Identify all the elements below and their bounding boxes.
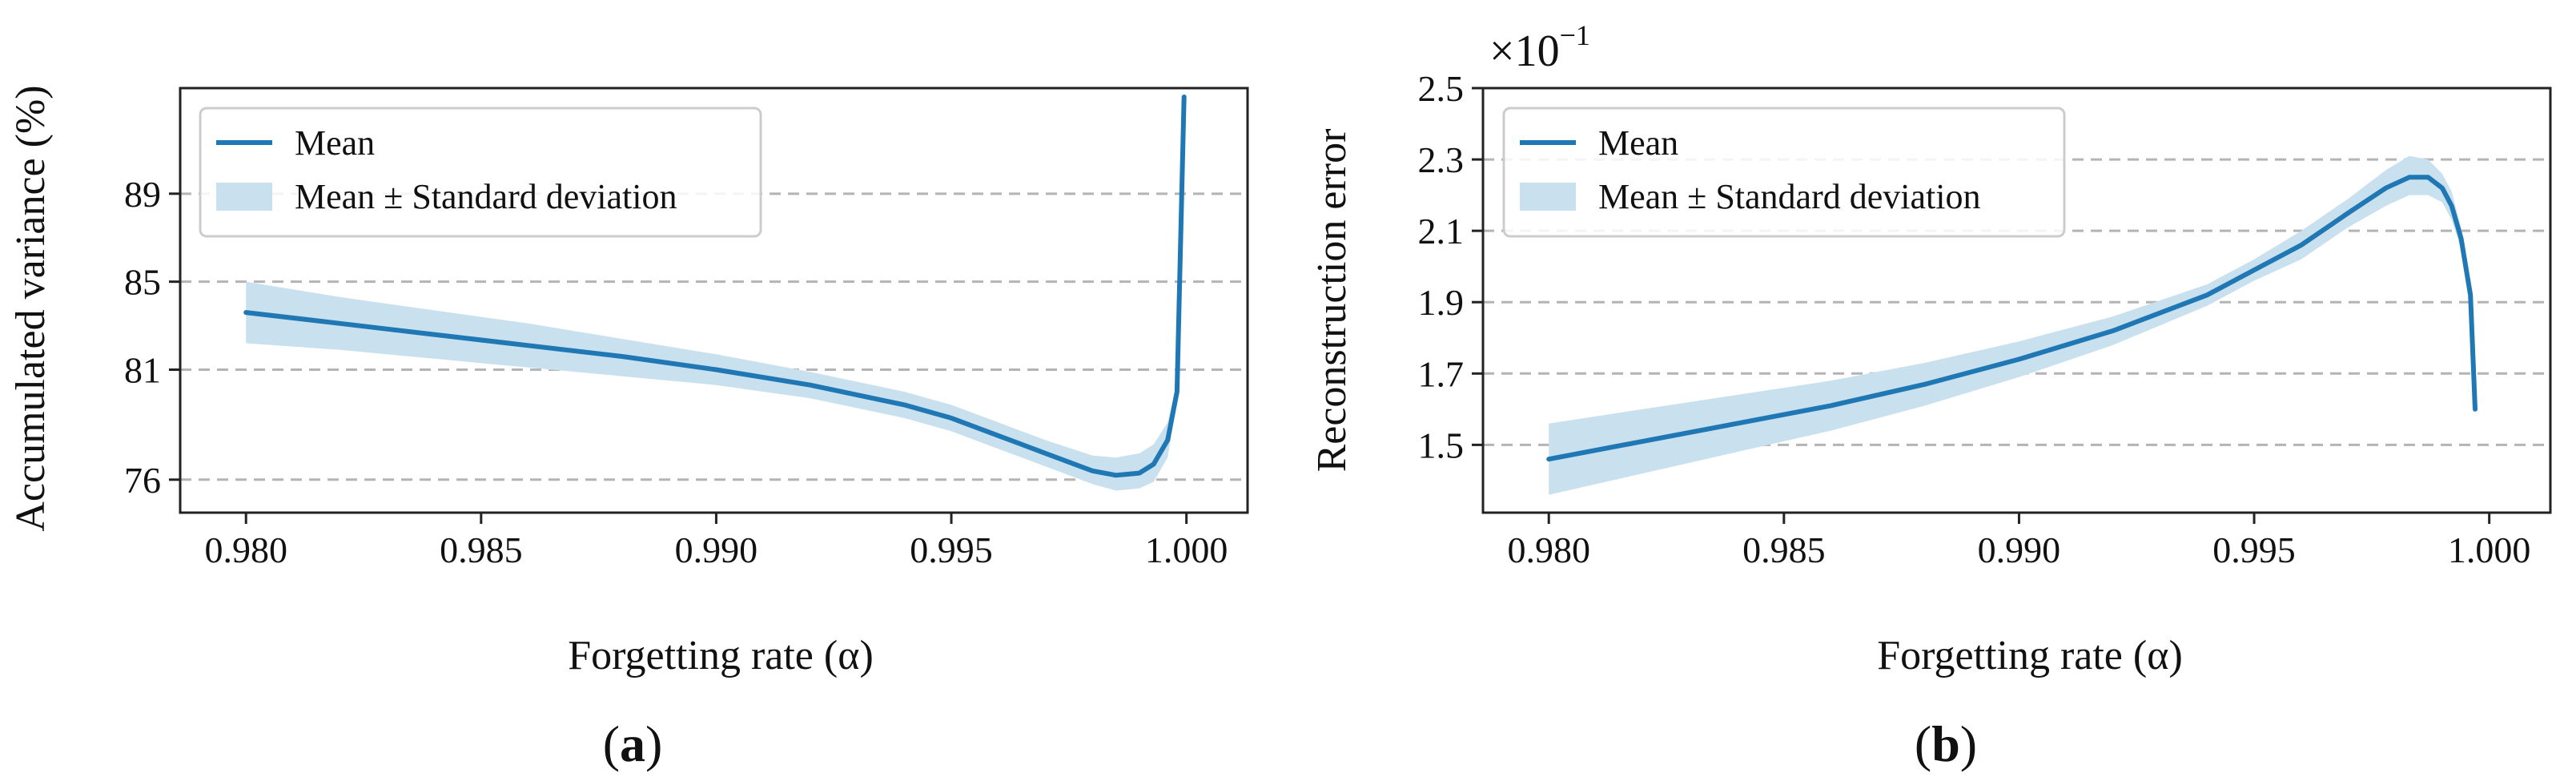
- chart-b-y-tick-label: 2.3: [1418, 139, 1465, 180]
- chart-a-x-tick-label: 0.995: [910, 529, 993, 570]
- chart-a-x-tick-label: 1.000: [1145, 529, 1228, 570]
- chart-b-x-tick-label: 0.980: [1507, 529, 1590, 570]
- chart-b-legend: Mean Mean ± Standard deviation: [1502, 107, 2066, 238]
- chart-b-legend-mean-label: Mean: [1598, 123, 1678, 163]
- chart-a-panel-label: (a): [603, 715, 663, 772]
- chart-b-legend-box: [1502, 107, 2066, 238]
- chart-b-x-tick-label: 0.990: [1978, 529, 2061, 570]
- chart-a-x-tick-label: 0.985: [440, 529, 523, 570]
- chart-a-axes-frame: [179, 87, 1249, 514]
- chart-b-mean-line: [1546, 175, 2478, 462]
- chart-b-y-tick-label: 1.5: [1418, 425, 1465, 465]
- chart-a-y-axis-label: Accumulated variance (%): [8, 85, 54, 531]
- chart-a-x-ticks: 0.980 0.985 0.990 0.995 1.000: [204, 513, 1228, 570]
- chart-b-x-tick-label: 0.985: [1742, 529, 1826, 570]
- chart-a: 0.980 0.985 0.990 0.995 1.000 76 81 85 89 Mean …: [8, 85, 1249, 772]
- chart-a-y-tick-label: 76: [124, 460, 161, 501]
- chart-a-legend-mean-label: Mean: [295, 123, 375, 163]
- chart-a-legend: Mean Mean ± Standard deviation: [199, 107, 762, 238]
- chart-b-y-tick-label: 2.1: [1418, 211, 1465, 252]
- chart-a-y-ticks: 76 81 85 89: [124, 174, 180, 501]
- chart-b-panel-label: (b): [1915, 715, 1977, 772]
- chart-b-gridlines: [1483, 158, 2550, 446]
- chart-a-y-tick-label: 89: [124, 174, 161, 215]
- chart-b-std-band: [1549, 155, 2475, 495]
- chart-b-x-tick-label: 1.000: [2448, 529, 2531, 570]
- chart-b-x-tick-label: 0.995: [2212, 529, 2296, 570]
- chart-b-y-tick-label: 2.5: [1418, 68, 1465, 109]
- chart-a-x-tick-label: 0.990: [675, 529, 758, 570]
- chart-b-x-ticks: 0.980 0.985 0.990 0.995 1.000: [1507, 513, 2530, 570]
- chart-b-axes-frame: [1481, 87, 2552, 514]
- chart-b-x-axis-label: Forgetting rate (α): [1877, 633, 2183, 678]
- chart-b-legend-std-label: Mean ± Standard deviation: [1598, 177, 1980, 216]
- chart-b-legend-std-swatch: [1520, 183, 1576, 211]
- chart-a-y-tick-label: 85: [124, 262, 161, 303]
- chart-a-x-tick-label: 0.980: [204, 529, 287, 570]
- chart-a-legend-std-swatch: [216, 183, 272, 211]
- chart-b: 0.980 0.985 0.990 0.995 1.000 1.5 1.7 1.9 2.1 2.…: [1309, 19, 2552, 772]
- chart-a-legend-std-label: Mean ± Standard deviation: [295, 177, 677, 216]
- chart-b-y-axis-label: Reconstruction error: [1309, 129, 1355, 473]
- chart-b-y-multiplier: ×10−1: [1489, 19, 1590, 76]
- chart-b-y-tick-label: 1.7: [1418, 353, 1465, 394]
- chart-a-legend-box: [199, 107, 762, 238]
- chart-a-gridlines: [180, 192, 1248, 481]
- chart-a-y-tick-label: 81: [124, 350, 161, 391]
- chart-b-y-ticks: 1.5 1.7 1.9 2.1 2.3 2.5: [1418, 68, 1483, 465]
- chart-a-x-axis-label: Forgetting rate (α): [568, 633, 874, 678]
- chart-a-mean-line: [243, 95, 1187, 478]
- chart-b-y-tick-label: 1.9: [1418, 282, 1465, 323]
